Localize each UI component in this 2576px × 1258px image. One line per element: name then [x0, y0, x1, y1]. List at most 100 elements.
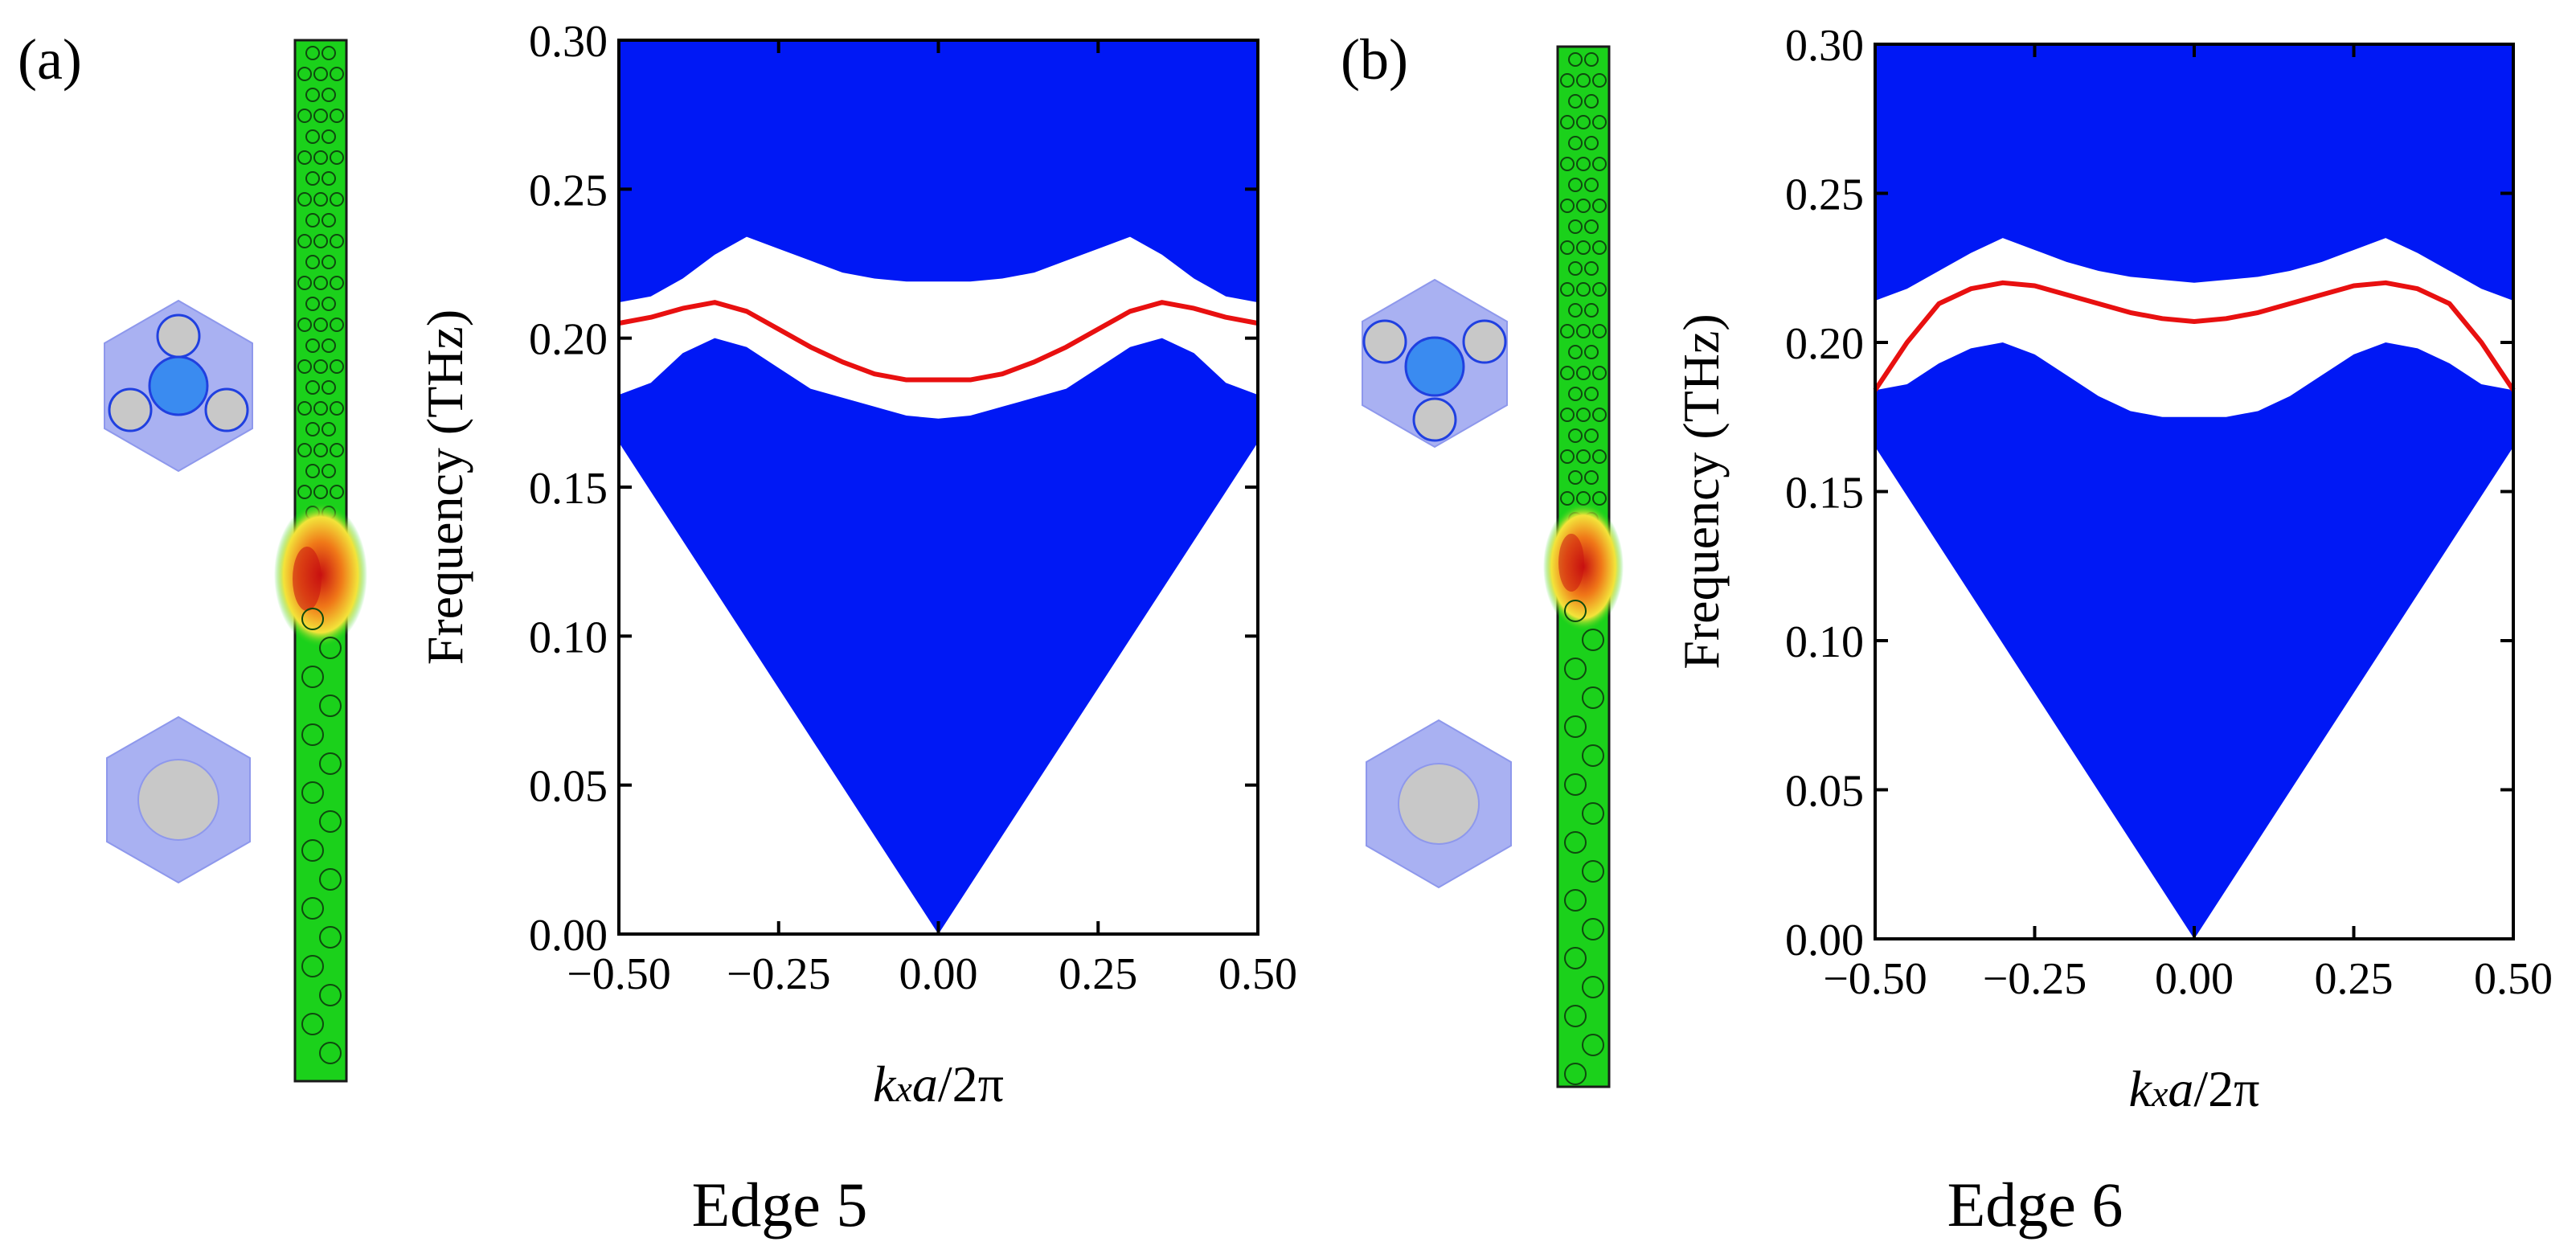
lattice-rod-outline: [313, 192, 328, 207]
lattice-rod-outline: [321, 213, 336, 227]
lattice-rod-outline: [1568, 428, 1583, 443]
x-label-subscript: x: [2151, 1073, 2169, 1114]
lattice-rod-outline: [1564, 889, 1587, 912]
lattice-rod-outline: [301, 608, 324, 630]
lattice-rod-outline: [321, 88, 336, 102]
x-tick-label: −0.50: [567, 949, 671, 999]
y-tick-label: 0.15: [1785, 469, 1864, 518]
x-label-k: k: [2129, 1060, 2153, 1117]
unit-cell-top-b: [1362, 278, 1508, 449]
lattice-rod-outline: [321, 255, 336, 269]
lattice-rod-outline: [1568, 345, 1583, 359]
lattice-rod-outline: [301, 955, 324, 977]
x-tick-label: 0.25: [1059, 949, 1137, 999]
y-axis-label: Frequency (THz): [1673, 313, 1730, 669]
lattice-rod-outline: [1568, 52, 1583, 67]
lattice-rod-outline: [305, 171, 320, 186]
lattice-rod-outline: [1568, 261, 1583, 276]
lattice-rod-outline: [1568, 303, 1583, 318]
lattice-rod-outline: [297, 276, 312, 290]
lattice-rod-outline: [321, 380, 336, 395]
x-tick-label: 0.25: [2315, 954, 2394, 1004]
lattice-rod-outline: [1560, 115, 1575, 129]
lattice-rod-outline: [297, 192, 312, 207]
lattice-rod-outline: [321, 338, 336, 353]
field-strip-b: [1543, 45, 1624, 1088]
lattice-rod-outline: [301, 897, 324, 920]
lattice-rod-outline: [305, 255, 320, 269]
gray-rod-icon: [1362, 319, 1407, 364]
upper-bulk-band: [1875, 44, 2513, 301]
lattice-rod-outline: [305, 88, 320, 102]
center-rod-icon: [148, 355, 209, 416]
lattice-rod-outline: [330, 443, 344, 457]
panel-label-b: (b): [1341, 27, 1408, 92]
x-label-rest: /2π: [938, 1055, 1004, 1113]
lattice-rod-outline: [1592, 73, 1607, 88]
lattice-rod-outline: [1560, 408, 1575, 422]
gray-rod-icon: [108, 387, 153, 432]
lattice-rod-outline: [1592, 240, 1607, 255]
lattice-rod-outline: [330, 234, 344, 248]
lattice-rod-outline: [297, 150, 312, 165]
lattice-rod-outline: [1564, 773, 1587, 796]
lattice-rod-outline: [1564, 1063, 1587, 1085]
lattice-rod-outline: [305, 338, 320, 353]
gray-rod-icon: [204, 387, 249, 432]
y-tick-label: 0.05: [1785, 767, 1864, 817]
lattice-rod-outline: [1576, 115, 1591, 129]
lattice-rod-outline: [330, 401, 344, 416]
lattice-rod-outline: [1576, 73, 1591, 88]
gray-rod-icon: [1398, 763, 1480, 845]
lattice-rod-outline: [305, 464, 320, 478]
gray-rod-icon: [137, 759, 219, 841]
gray-rod-icon: [1412, 397, 1457, 442]
y-tick-label: 0.20: [529, 315, 608, 365]
lattice-rod-outline: [1568, 219, 1583, 234]
panel-a: (a) 0.00 0.05 0.10 0.15 0.20 0.25 0.30 −0.50 −0.…: [18, 17, 1297, 1240]
lattice-rod-outline: [330, 109, 344, 123]
lattice-rod-outline: [1576, 449, 1591, 464]
lattice-rod-outline: [1592, 366, 1607, 380]
lattice-rod-outline: [305, 213, 320, 227]
field-hotspot-b-core: [1558, 534, 1584, 592]
x-tick-label: −0.25: [1983, 954, 2087, 1004]
lattice-rod-outline: [1564, 831, 1587, 854]
y-tick-label: 0.25: [529, 166, 608, 215]
lattice-rod-outline: [297, 109, 312, 123]
y-tick-label: 0.30: [1785, 21, 1864, 71]
y-tick-label: 0.10: [529, 613, 608, 662]
lattice-rod-outline: [297, 67, 312, 81]
lattice-rod-outline: [1592, 408, 1607, 422]
x-tick-label: 0.50: [2474, 954, 2553, 1004]
lattice-rod-outline: [1592, 115, 1607, 129]
lattice-rod-outline: [1568, 387, 1583, 401]
lattice-rod-outline: [297, 485, 312, 499]
lattice-rod-outline: [1576, 408, 1591, 422]
band-plot-a: 0.00 0.05 0.10 0.15 0.20 0.25 0.30 −0.50 −0.25 0.…: [416, 17, 1297, 1113]
y-tick-label: 0.05: [529, 762, 608, 812]
lattice-rod-outline: [1592, 324, 1607, 338]
y-axis-label: Frequency (THz): [416, 309, 473, 665]
lattice-rod-outline: [1592, 157, 1607, 171]
lattice-rod-outline: [1560, 449, 1575, 464]
lattice-rod-outline: [1582, 629, 1604, 651]
lattice-rod-outline: [301, 781, 324, 804]
gray-rod-icon: [1462, 319, 1507, 364]
lattice-rod-outline: [1584, 178, 1599, 192]
lattice-rod-outline: [1560, 491, 1575, 506]
lattice-rod-outline: [330, 192, 344, 207]
band-plot-b: 0.00 0.05 0.10 0.15 0.20 0.25 0.30 −0.50 −0.25 0.…: [1673, 21, 2553, 1117]
lattice-rod-outline: [1560, 282, 1575, 297]
lattice-rod-outline: [313, 67, 328, 81]
lattice-rod-outline: [297, 234, 312, 248]
x-label-k: k: [873, 1055, 897, 1113]
lattice-rod-outline: [330, 150, 344, 165]
caption-a: Edge 5: [692, 1170, 868, 1240]
lattice-rod-outline: [305, 297, 320, 311]
lattice-rod-outline: [319, 752, 342, 775]
upper-bulk-band: [619, 40, 1258, 303]
y-tick-label: 0.15: [529, 464, 608, 514]
panel-label-a: (a): [18, 27, 82, 92]
lattice-rod-outline: [297, 359, 312, 374]
